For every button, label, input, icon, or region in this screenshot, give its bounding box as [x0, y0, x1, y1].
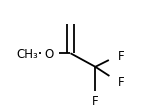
Text: O: O — [44, 47, 54, 60]
Text: F: F — [92, 94, 99, 107]
Text: CH₃: CH₃ — [17, 47, 38, 60]
Text: F: F — [118, 50, 124, 62]
Text: F: F — [118, 75, 124, 88]
